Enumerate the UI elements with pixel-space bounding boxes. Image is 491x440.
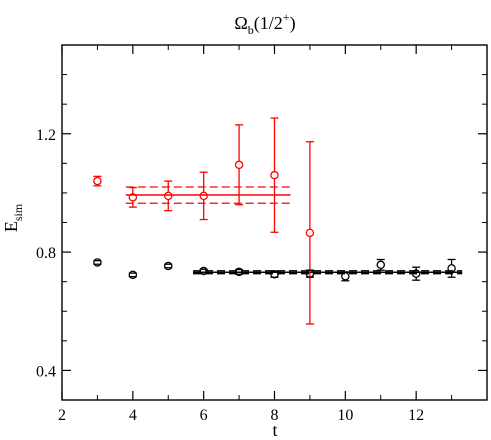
fit-bands bbox=[125, 186, 463, 275]
data-point bbox=[234, 160, 244, 170]
x-tick-label: 10 bbox=[337, 407, 353, 424]
title-rest: (1/2 bbox=[254, 13, 283, 34]
data-point bbox=[163, 191, 173, 201]
x-axis-label: t bbox=[272, 420, 277, 440]
axis-ticks: 2 4 6 8 10 12 0.4 0.8 1.2 bbox=[36, 45, 487, 424]
plot-frame bbox=[61, 44, 488, 401]
data-point bbox=[376, 260, 385, 270]
x-tick-label: 12 bbox=[408, 407, 424, 424]
ylabel-main: E bbox=[1, 221, 21, 232]
data-point bbox=[234, 267, 244, 277]
data-point bbox=[270, 270, 279, 279]
title-sub: b bbox=[248, 23, 254, 37]
x-tick-label: 4 bbox=[129, 407, 137, 424]
x-tick-label: 8 bbox=[271, 407, 279, 424]
y-tick-label: 0.4 bbox=[36, 363, 56, 380]
data-points bbox=[93, 117, 456, 325]
data-point bbox=[93, 258, 102, 267]
data-point bbox=[305, 269, 315, 278]
data-point bbox=[128, 193, 138, 202]
ylabel-sub: sim bbox=[11, 203, 25, 221]
title-main: Ω bbox=[234, 13, 247, 33]
y-axis-label: Esim bbox=[1, 203, 25, 232]
data-point bbox=[199, 266, 208, 276]
title-sup: + bbox=[283, 10, 290, 24]
data-point bbox=[341, 272, 350, 281]
data-point bbox=[411, 269, 421, 278]
data-point bbox=[128, 270, 138, 280]
y-tick-label: 1.2 bbox=[36, 127, 56, 144]
data-point bbox=[305, 228, 315, 238]
chart-title: Ωb(1/2+) bbox=[234, 10, 295, 37]
data-point bbox=[163, 261, 173, 271]
data-point bbox=[447, 264, 456, 273]
data-point bbox=[270, 170, 279, 180]
y-tick-label: 0.8 bbox=[36, 245, 56, 262]
data-point bbox=[199, 191, 208, 201]
x-tick-label: 2 bbox=[58, 407, 66, 424]
data-point bbox=[93, 176, 102, 186]
x-tick-label: 6 bbox=[200, 407, 208, 424]
title-close: ) bbox=[290, 13, 296, 34]
